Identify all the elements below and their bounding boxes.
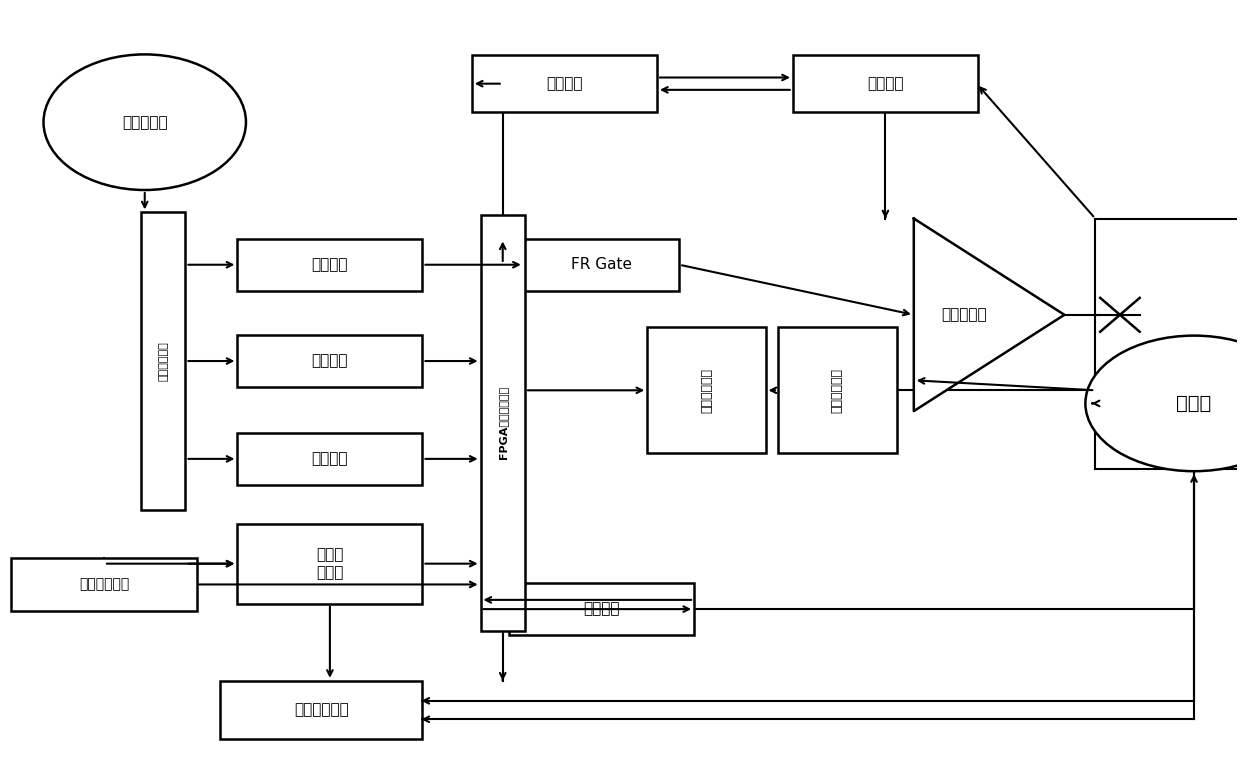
FancyBboxPatch shape [219, 681, 423, 740]
Polygon shape [914, 219, 1064, 411]
FancyBboxPatch shape [481, 215, 525, 631]
Text: 幅度调制: 幅度调制 [311, 257, 348, 272]
Text: 信号发生器: 信号发生器 [122, 115, 167, 130]
Text: 功率放大器: 功率放大器 [941, 307, 987, 322]
Text: 状态诊断单元: 状态诊断单元 [294, 702, 348, 718]
FancyBboxPatch shape [237, 334, 423, 387]
FancyBboxPatch shape [523, 238, 680, 291]
Text: 时钟单元: 时钟单元 [311, 354, 348, 369]
Text: 快速数模转换: 快速数模转换 [699, 368, 713, 413]
Text: 射频诊断单元: 射频诊断单元 [831, 368, 843, 413]
Text: 联锁保
护单元: 联锁保 护单元 [316, 547, 343, 580]
FancyBboxPatch shape [472, 55, 657, 113]
FancyBboxPatch shape [777, 327, 897, 453]
Text: 数模转换: 数模转换 [311, 452, 348, 466]
Circle shape [1085, 335, 1240, 471]
FancyBboxPatch shape [237, 524, 423, 604]
Text: FR Gate: FR Gate [570, 257, 632, 272]
Text: 本地控制单元: 本地控制单元 [79, 577, 129, 591]
Ellipse shape [43, 54, 246, 190]
FancyBboxPatch shape [792, 55, 978, 113]
FancyBboxPatch shape [237, 433, 423, 485]
FancyBboxPatch shape [11, 558, 197, 611]
Text: 远程控制: 远程控制 [546, 76, 583, 91]
FancyBboxPatch shape [141, 213, 186, 510]
Text: 幅度控制: 幅度控制 [867, 76, 904, 91]
FancyBboxPatch shape [237, 238, 423, 291]
Text: FPGA数据处理单元: FPGA数据处理单元 [497, 386, 507, 459]
Text: 本地量值单元: 本地量值单元 [159, 341, 169, 381]
FancyBboxPatch shape [508, 583, 694, 636]
Text: 加速器: 加速器 [1177, 394, 1211, 413]
FancyBboxPatch shape [647, 327, 765, 453]
Text: 调谐控制: 调谐控制 [583, 601, 620, 617]
